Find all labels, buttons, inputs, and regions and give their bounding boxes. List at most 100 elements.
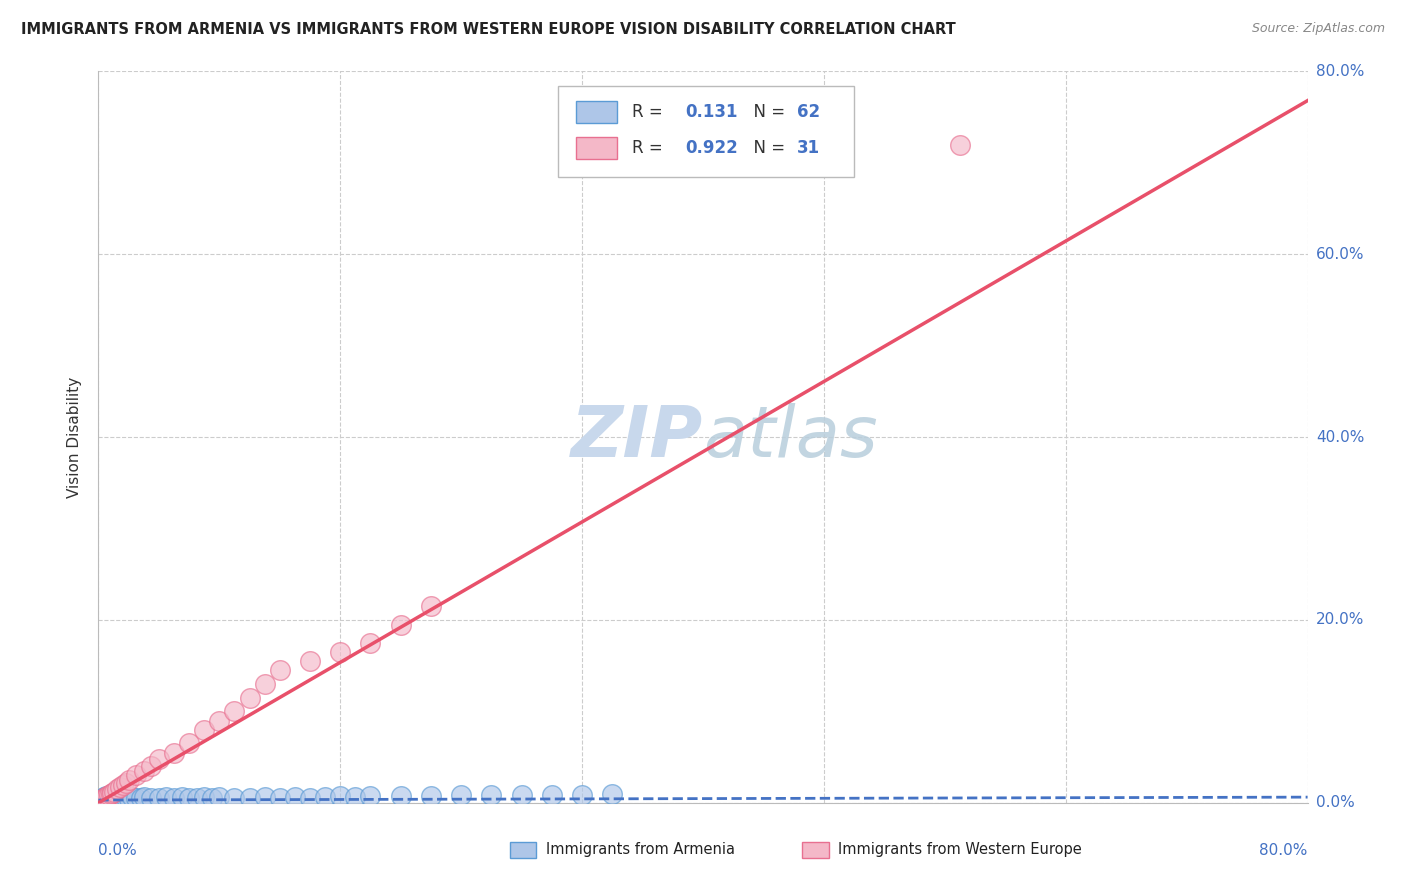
Point: [224, 791, 246, 805]
FancyBboxPatch shape: [803, 841, 828, 858]
Point: [103, 790, 125, 805]
Point: [94, 789, 117, 804]
Point: [100, 792, 122, 806]
Point: [269, 663, 291, 677]
Point: [108, 792, 131, 806]
Point: [420, 599, 443, 614]
Text: 80.0%: 80.0%: [1260, 843, 1308, 858]
Point: [132, 764, 155, 778]
Point: [129, 791, 152, 805]
Point: [253, 790, 276, 805]
Point: [148, 752, 170, 766]
Text: N =: N =: [742, 139, 790, 157]
Point: [114, 791, 136, 805]
Point: [94, 790, 117, 805]
Point: [360, 789, 382, 804]
Text: 31: 31: [797, 139, 821, 157]
Point: [100, 790, 122, 805]
Point: [96, 793, 118, 807]
Point: [420, 789, 443, 804]
Point: [96, 789, 118, 804]
Text: 0.0%: 0.0%: [98, 843, 138, 858]
Text: 40.0%: 40.0%: [1316, 430, 1364, 444]
Text: ZIP: ZIP: [571, 402, 703, 472]
Point: [105, 792, 128, 806]
Point: [201, 791, 224, 805]
Point: [170, 790, 193, 805]
Point: [132, 790, 155, 805]
Point: [107, 791, 129, 805]
Text: Immigrants from Western Europe: Immigrants from Western Europe: [838, 842, 1083, 857]
Point: [208, 714, 231, 728]
Point: [105, 782, 128, 797]
Point: [602, 787, 624, 801]
Point: [163, 746, 186, 760]
Point: [179, 736, 201, 750]
Point: [269, 791, 291, 805]
Point: [91, 792, 114, 806]
Point: [125, 768, 148, 782]
Point: [141, 759, 163, 773]
Text: Source: ZipAtlas.com: Source: ZipAtlas.com: [1251, 22, 1385, 36]
Point: [93, 793, 115, 807]
Point: [450, 789, 472, 803]
Point: [108, 780, 131, 795]
Text: 0.0%: 0.0%: [1316, 796, 1354, 810]
Point: [101, 790, 124, 805]
Text: R =: R =: [631, 103, 673, 120]
Point: [101, 786, 124, 800]
Point: [96, 790, 118, 805]
Point: [98, 792, 121, 806]
Point: [110, 790, 132, 805]
Point: [91, 791, 114, 805]
Point: [360, 636, 382, 650]
Point: [224, 705, 246, 719]
Point: [193, 723, 215, 737]
Point: [389, 617, 412, 632]
Point: [114, 775, 136, 789]
Point: [314, 790, 336, 805]
Point: [101, 792, 124, 806]
Point: [344, 790, 367, 805]
Point: [186, 791, 208, 805]
Point: [141, 791, 163, 805]
Point: [540, 788, 562, 802]
Text: 80.0%: 80.0%: [1316, 64, 1364, 78]
Point: [94, 792, 117, 806]
Point: [103, 785, 125, 799]
Point: [193, 790, 215, 805]
Point: [208, 790, 231, 805]
Text: N =: N =: [742, 103, 790, 120]
FancyBboxPatch shape: [509, 841, 536, 858]
Point: [299, 791, 322, 805]
Point: [98, 791, 121, 805]
Point: [299, 654, 322, 668]
Point: [100, 787, 122, 801]
Point: [389, 789, 412, 804]
Point: [148, 791, 170, 805]
Point: [93, 791, 115, 805]
Point: [329, 645, 352, 659]
Point: [103, 792, 125, 806]
Point: [253, 677, 276, 691]
Point: [329, 789, 352, 804]
Point: [239, 690, 262, 705]
Point: [90, 793, 112, 807]
Point: [105, 790, 128, 805]
Text: R =: R =: [631, 139, 673, 157]
Point: [571, 788, 593, 802]
Point: [98, 789, 121, 804]
FancyBboxPatch shape: [558, 86, 855, 178]
Text: 62: 62: [797, 103, 821, 120]
Point: [284, 790, 307, 805]
Point: [121, 790, 143, 805]
Point: [91, 792, 114, 806]
Text: 0.131: 0.131: [685, 103, 737, 120]
Text: atlas: atlas: [703, 402, 877, 472]
Y-axis label: Vision Disability: Vision Disability: [67, 376, 83, 498]
Point: [125, 791, 148, 805]
Text: Immigrants from Armenia: Immigrants from Armenia: [546, 842, 735, 857]
Point: [111, 791, 134, 805]
Text: 0.922: 0.922: [685, 139, 738, 157]
Point: [118, 792, 141, 806]
